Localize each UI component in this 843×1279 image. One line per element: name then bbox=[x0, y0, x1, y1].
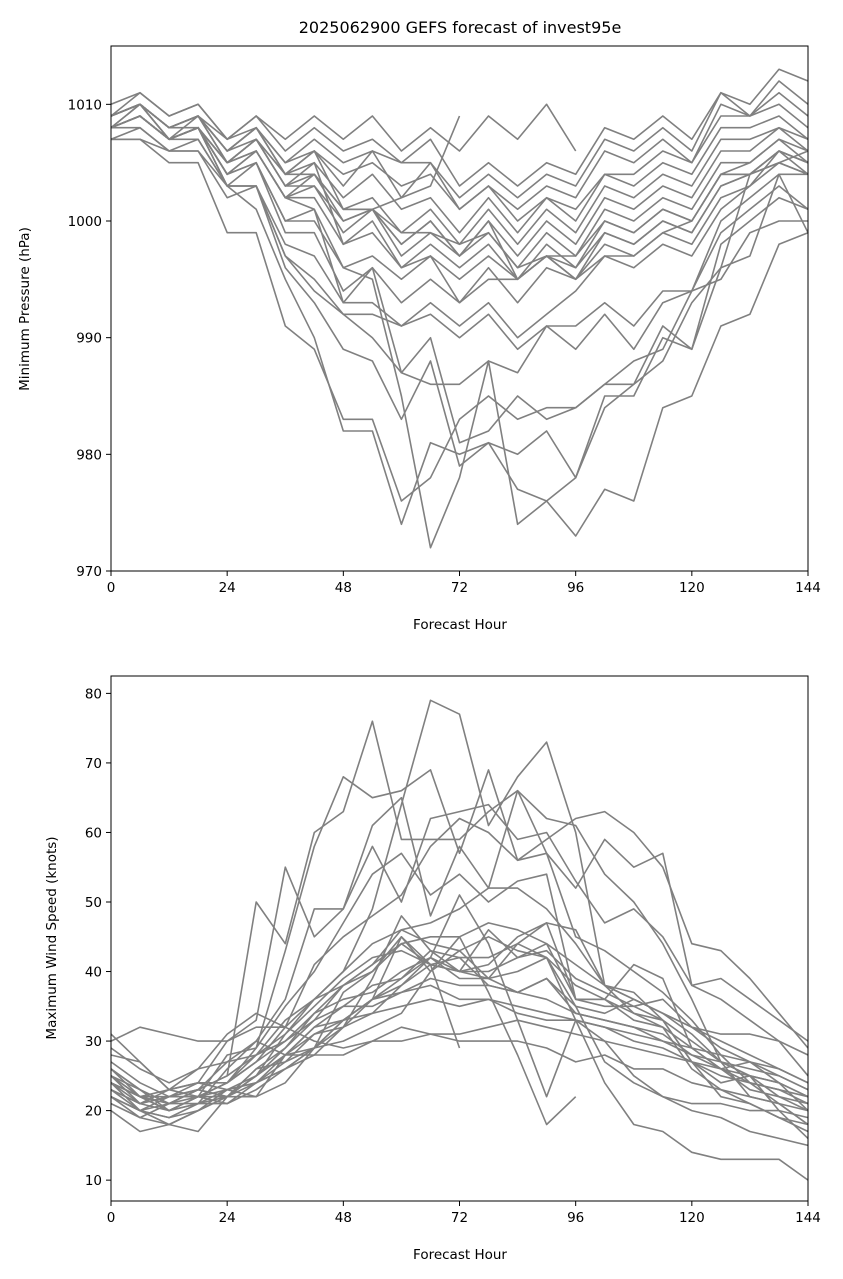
wind-x-tick-label: 72 bbox=[451, 1210, 468, 1226]
pressure-member-line-1 bbox=[110, 91, 577, 152]
pressure-x-tick-label: 72 bbox=[451, 580, 468, 596]
pressure-member-line-16 bbox=[111, 138, 809, 502]
wind-x-tick-label: 144 bbox=[795, 1210, 821, 1226]
wind-x-tick-label: 48 bbox=[335, 1210, 352, 1226]
pressure-member-line-5 bbox=[110, 103, 809, 222]
chart-title: 2025062900 GEFS forecast of invest95e bbox=[299, 18, 622, 37]
pressure-y-axis-label: Minimum Pressure (hPa) bbox=[17, 227, 33, 391]
wind-y-tick-label: 20 bbox=[85, 1104, 102, 1120]
pressure-y-tick-label: 1000 bbox=[68, 214, 102, 230]
pressure-y-tick-label: 1010 bbox=[68, 97, 102, 113]
pressure-x-tick-label: 120 bbox=[679, 580, 705, 596]
wind-member-line-17 bbox=[110, 1033, 809, 1112]
wind-x-axis-label: Forecast Hour bbox=[413, 1247, 507, 1263]
wind-member-line-6 bbox=[110, 817, 809, 1126]
pressure-y-tick-label: 990 bbox=[76, 331, 102, 347]
pressure-member-line-24 bbox=[110, 103, 809, 281]
wind-x-tick-label: 96 bbox=[567, 1210, 584, 1226]
wind-y-ticks: 10 20 30 40 50 60 70 80 bbox=[85, 686, 111, 1189]
pressure-y-tick-label: 970 bbox=[76, 564, 102, 580]
wind-y-axis-label: Maximum Wind Speed (knots) bbox=[44, 836, 60, 1039]
wind-series-group bbox=[110, 699, 809, 1181]
pressure-member-line-18 bbox=[110, 103, 809, 479]
wind-member-line-26 bbox=[110, 936, 577, 1126]
pressure-member-line-22 bbox=[110, 103, 461, 211]
wind-y-tick-label: 50 bbox=[85, 895, 102, 911]
pressure-member-line-23 bbox=[110, 115, 809, 269]
wind-y-tick-label: 60 bbox=[85, 825, 102, 841]
pressure-x-axis-label: Forecast Hour bbox=[413, 617, 507, 633]
wind-y-tick-label: 30 bbox=[85, 1034, 102, 1050]
wind-x-ticks: 0 24 48 72 96 120 144 bbox=[107, 1201, 821, 1226]
pressure-y-ticks: 970 980 990 1000 1010 bbox=[68, 97, 111, 580]
pressure-x-ticks: 0 24 48 72 96 120 144 bbox=[107, 571, 821, 596]
wind-panel: 0 24 48 72 96 120 144 10 20 30 40 50 60 70 80 Forecas… bbox=[44, 675, 821, 1263]
wind-y-tick-label: 70 bbox=[85, 756, 102, 772]
wind-y-tick-label: 10 bbox=[85, 1173, 102, 1189]
wind-y-tick-label: 80 bbox=[85, 686, 102, 702]
wind-member-line-5 bbox=[110, 803, 809, 1119]
wind-x-tick-label: 0 bbox=[107, 1210, 116, 1226]
wind-member-line-4 bbox=[110, 720, 809, 1112]
pressure-x-tick-label: 24 bbox=[219, 580, 236, 596]
pressure-panel: 2025062900 GEFS forecast of invest95e 0 2… bbox=[17, 18, 821, 633]
wind-x-tick-label: 24 bbox=[219, 1210, 236, 1226]
wind-x-tick-label: 120 bbox=[679, 1210, 705, 1226]
wind-member-line-24 bbox=[110, 894, 809, 1181]
pressure-x-tick-label: 0 bbox=[107, 580, 116, 596]
pressure-x-tick-label: 48 bbox=[335, 580, 352, 596]
pressure-x-tick-label: 144 bbox=[795, 580, 821, 596]
wind-y-tick-label: 40 bbox=[85, 965, 102, 981]
wind-member-line-3 bbox=[110, 769, 809, 1105]
pressure-x-tick-label: 96 bbox=[567, 580, 584, 596]
pressure-series-group bbox=[110, 68, 809, 549]
pressure-member-line-19 bbox=[110, 115, 809, 549]
wind-member-line-25 bbox=[110, 963, 461, 1112]
pressure-y-tick-label: 980 bbox=[76, 447, 102, 463]
